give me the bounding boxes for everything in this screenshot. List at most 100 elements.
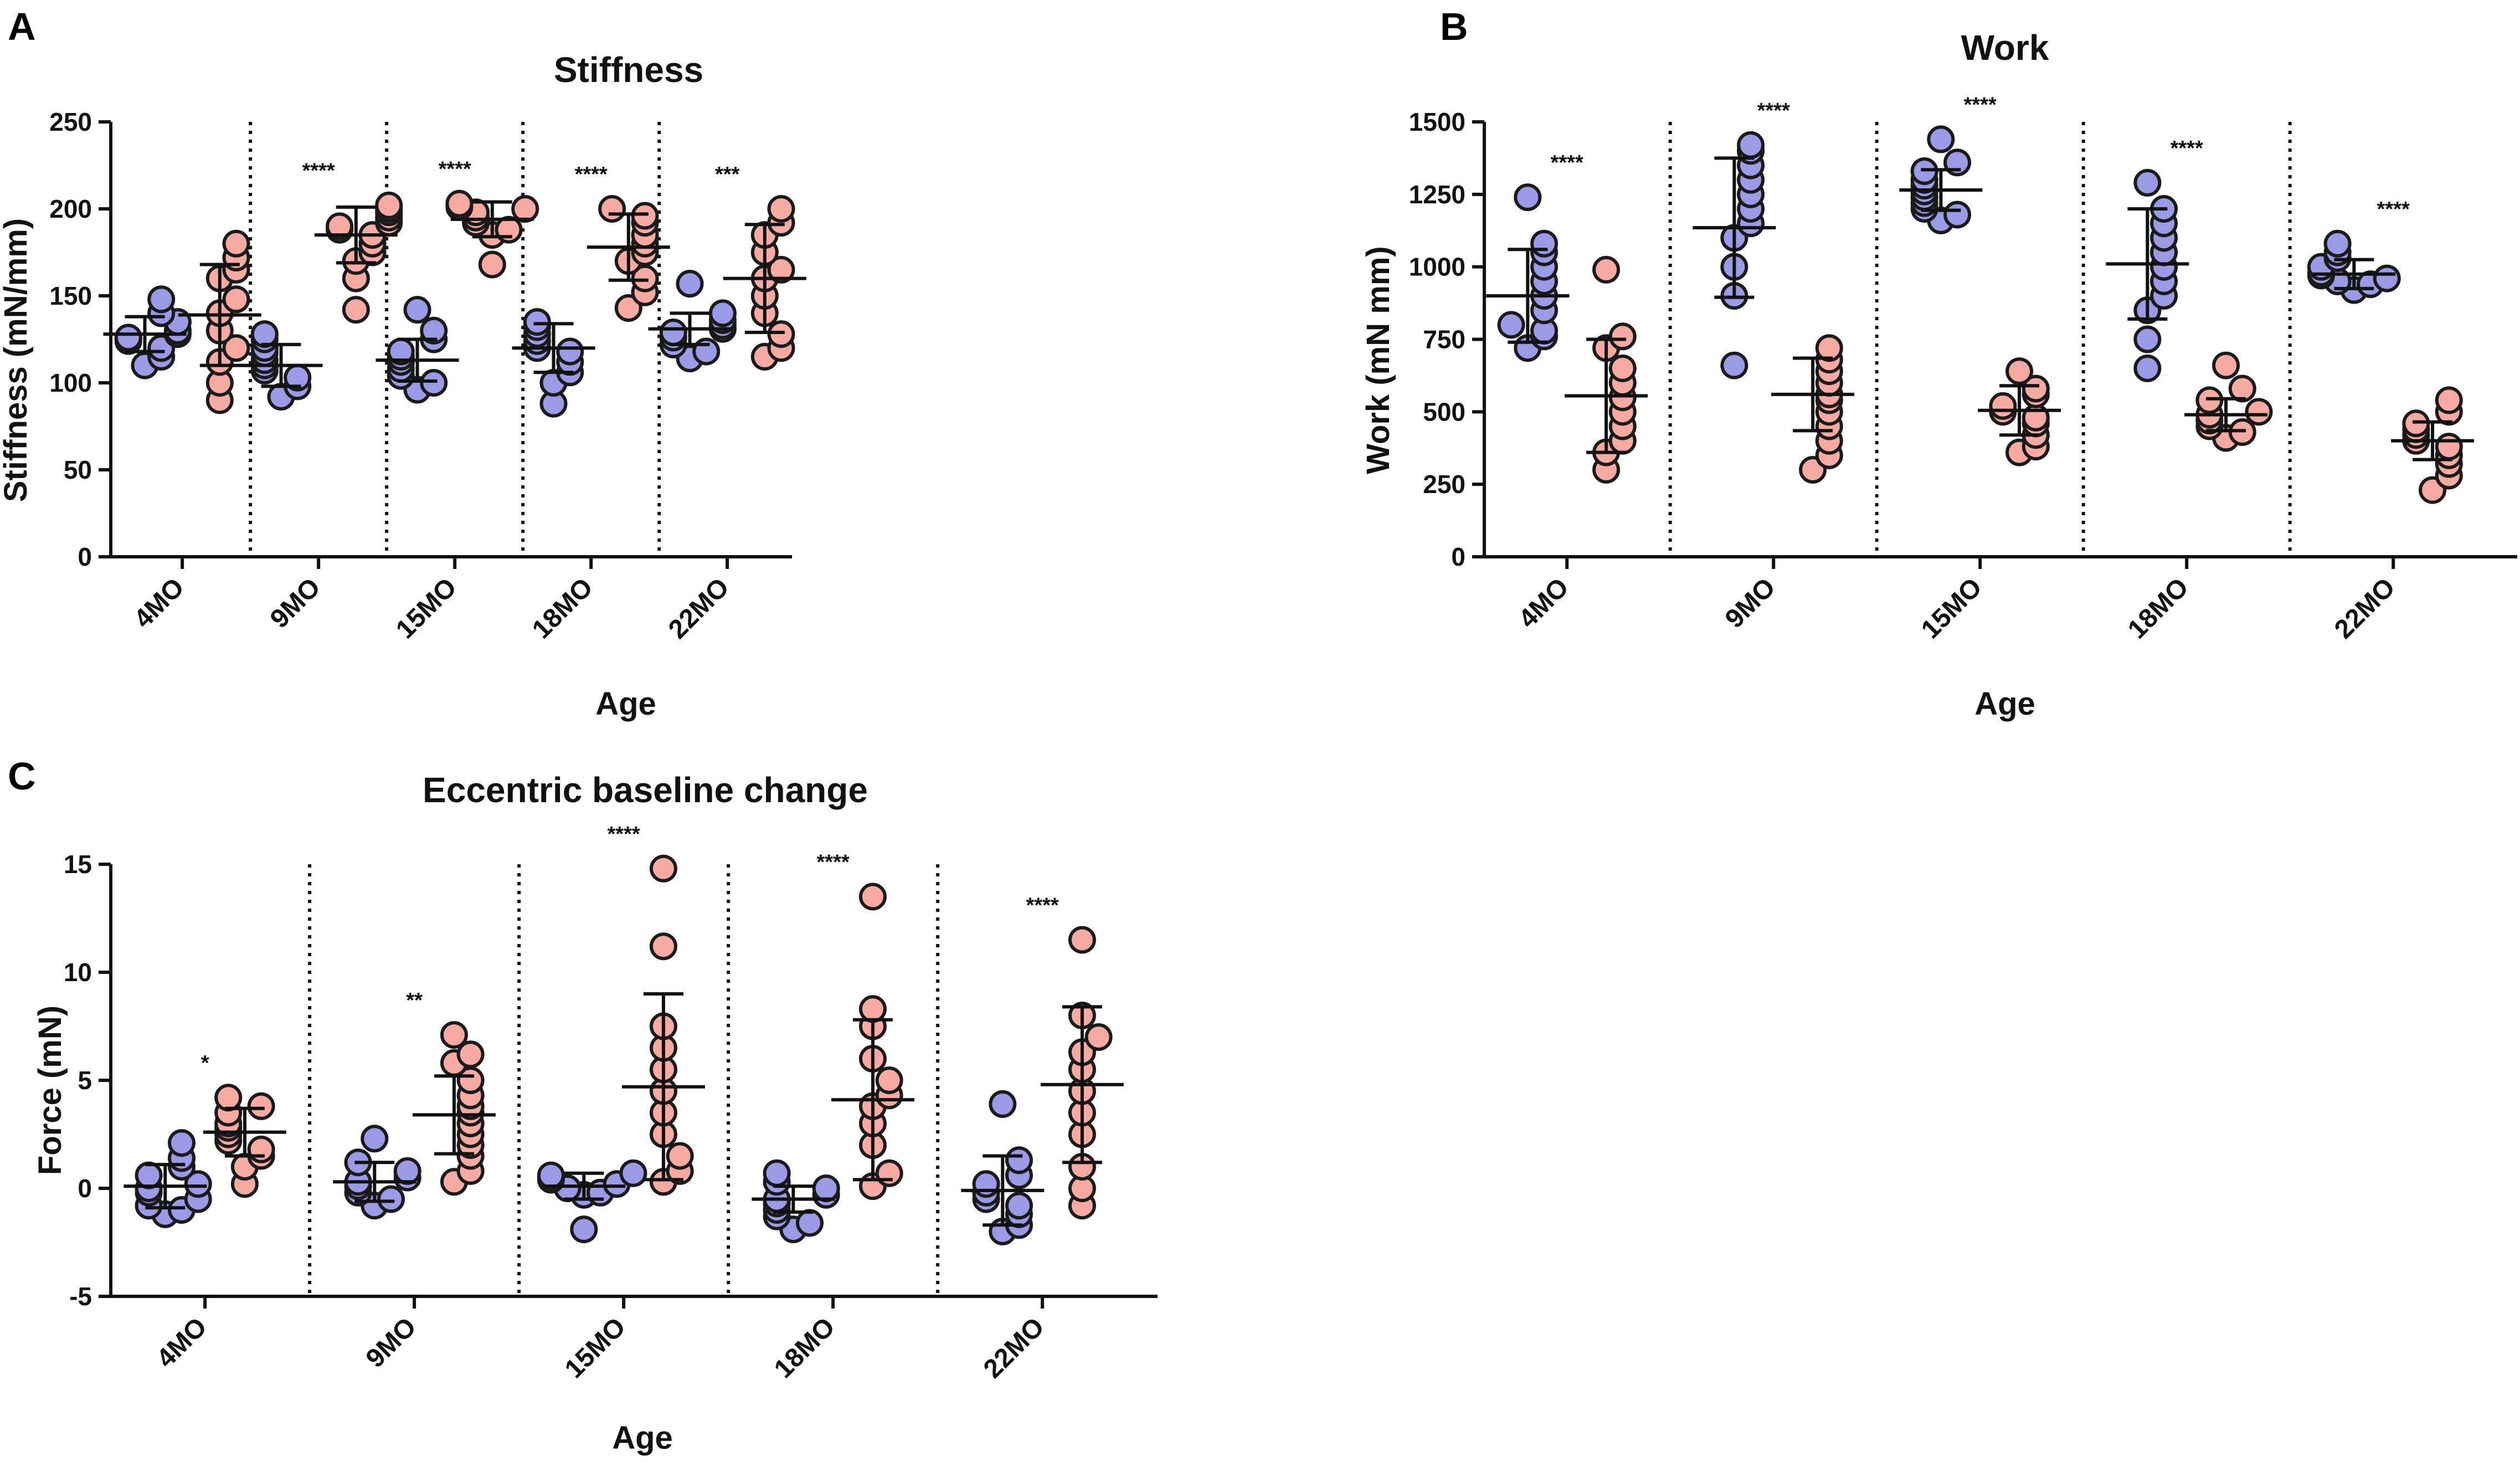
y-axis-label-a: Stiffness (mN/mm) [0,218,34,502]
group1-point [135,1161,163,1189]
x-tick-label: 22MO [663,572,735,644]
group1-point [795,1209,824,1237]
group2-point [440,1021,468,1049]
group2-point [649,854,677,883]
significance-label: * [201,1051,209,1075]
panel-letter-b: B [1440,5,1468,48]
y-tick-label: 10 [64,958,92,987]
group2-point [1989,392,2017,420]
x-tick-label: 18MO [2122,572,2194,644]
significance-label: **** [608,823,640,846]
group1-point [989,1090,1017,1118]
significance-label: **** [2377,198,2410,221]
group2-point [631,202,659,230]
group2-point [767,195,795,223]
group1-point [1005,1146,1033,1174]
significance-label: **** [817,851,850,874]
y-tick-label: 1000 [1409,253,1465,281]
group2-point [631,264,659,293]
group1-point [763,1159,791,1187]
x-tick-label: 15MO [390,572,462,644]
group2-point [767,255,795,284]
group2-point [1592,255,1621,284]
x-axis-label-c: Age [612,1420,673,1456]
group2-point [2005,357,2034,386]
x-tick-label: 18MO [527,572,599,644]
group1-point [556,337,584,366]
group1-point [812,1174,840,1202]
x-tick-label: 9MO [1720,572,1781,634]
group1-point [1497,311,1525,339]
significance-label: **** [2171,137,2203,160]
group1-point [361,1125,389,1153]
group2-point [222,334,250,362]
y-tick-label: 250 [1423,470,1465,499]
panel-letter-c: C [8,755,36,798]
y-tick-label: 200 [49,194,92,223]
group1-point [1943,201,1972,229]
significance-label: *** [715,163,740,186]
group2-point [666,1142,694,1170]
significance-label: **** [575,163,608,186]
group1-point [184,1170,212,1198]
group1-point [147,285,176,314]
group1-point [2133,325,2162,353]
panel-b: B Work Age Work (mN mm) 0 250 500 750 1000 12… [1360,5,2517,722]
group2-point [2435,386,2463,414]
group1-point [377,1185,405,1213]
group2-point [1608,354,1637,382]
group2-point [1815,334,1843,362]
group1-point [1927,125,1955,153]
x-tick-label: 18MO [769,1312,841,1384]
x-tick-label: 22MO [2329,572,2401,644]
group1-point [420,316,448,345]
y-tick-label: 1500 [1409,107,1465,136]
x-axis-label-b: Age [1974,686,2035,722]
significance-label: **** [439,158,471,181]
panel-c: C Eccentric baseline change Age Force (m… [8,755,1158,1456]
panel-letter-a: A [8,5,36,48]
significance-label: **** [1026,894,1059,917]
group1-point [2133,354,2162,382]
group1-point [972,1170,1000,1198]
x-tick-label: 4MO [1513,572,1575,634]
group2-point [342,296,370,324]
y-tick-label: 15 [64,850,92,879]
x-tick-label: 15MO [1916,572,1988,644]
y-tick-label: 500 [1423,397,1465,426]
y-tick-label: 0 [78,542,92,571]
group2-point [614,294,642,322]
y-tick-label: 0 [78,1174,92,1203]
group2-point [222,229,250,258]
y-tick-label: 0 [1451,542,1465,571]
significance-label: **** [302,160,335,183]
group2-point [2212,351,2240,379]
panel-a: A Stiffness Age Stiffness (mN/mm) 0 50 100… [0,5,806,722]
group1-point [420,369,448,397]
group1-point [523,308,551,336]
group2-point [1608,322,1637,351]
group2-point [247,1135,275,1163]
y-tick-label: 100 [49,368,92,397]
x-tick-label: 4MO [128,572,190,634]
group2-point [478,250,506,279]
group2-point [2245,398,2273,426]
x-tick-label: 4MO [151,1312,213,1373]
group2-point [1084,1023,1113,1051]
group1-point [619,1159,647,1187]
group1-point [570,1215,598,1244]
group1-point [1005,1192,1033,1220]
y-tick-label: -5 [69,1282,92,1311]
y-axis-label-b: Work (mN mm) [1360,246,1396,474]
x-tick-label: 22MO [978,1312,1050,1384]
group1-point [114,324,142,352]
group2-point [511,195,539,223]
group2-point [1068,926,1096,954]
group1-point [659,318,687,346]
chart-title-c: Eccentric baseline change [423,770,868,810]
y-tick-label: 250 [49,107,92,136]
group2-point [875,1066,903,1094]
group2-point [767,320,795,348]
group2-point [2022,375,2050,403]
